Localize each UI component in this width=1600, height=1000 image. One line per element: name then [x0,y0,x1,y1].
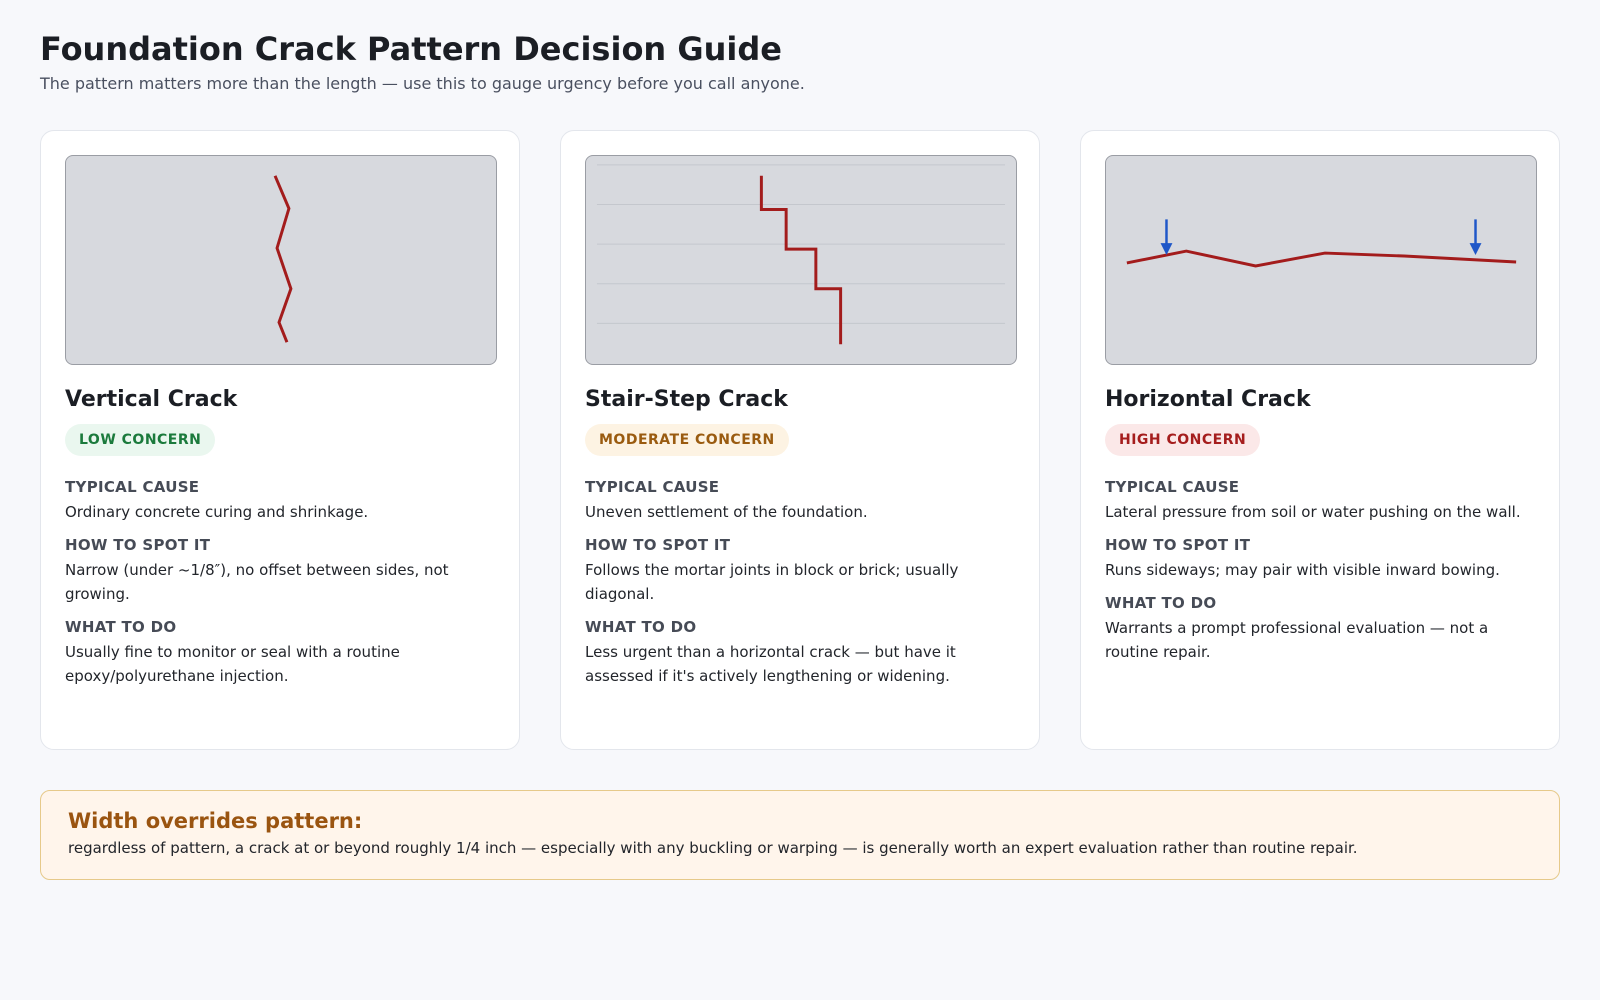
section-text: Narrow (under ~1/8″), no offset between … [65,561,449,603]
section-typical-cause: TYPICAL CAUSE Lateral pressure from soil… [1105,478,1535,524]
section-text: Usually fine to monitor or seal with a r… [65,643,400,685]
card-title: Stair-Step Crack [585,387,788,412]
section-label: HOW TO SPOT IT [1105,536,1251,554]
section-text: Ordinary concrete curing and shrinkage. [65,503,369,521]
page-title: Foundation Crack Pattern Decision Guide [40,30,782,68]
section-how-to-spot: HOW TO SPOT IT Follows the mortar joints… [585,536,1015,606]
crack-cards: Vertical Crack LOW CONCERN TYPICAL CAUSE… [40,130,1560,750]
card-horizontal-crack: Horizontal Crack HIGH CONCERN TYPICAL CA… [1080,130,1560,750]
section-typical-cause: TYPICAL CAUSE Ordinary concrete curing a… [65,478,495,524]
concern-badge: MODERATE CONCERN [585,424,789,456]
section-text: Uneven settlement of the foundation. [585,503,868,521]
section-label: TYPICAL CAUSE [585,478,720,496]
section-how-to-spot: HOW TO SPOT IT Runs sideways; may pair w… [1105,536,1535,582]
section-label: WHAT TO DO [65,618,177,636]
crack-line [273,175,293,343]
stair-step-crack-icon [585,155,1017,365]
width-callout: Width overrides pattern: regardless of p… [40,790,1560,880]
section-what-to-do: WHAT TO DO Warrants a prompt professiona… [1105,594,1535,664]
pressure-arrow-right-icon [1469,219,1482,256]
callout-title: Width overrides pattern: [68,809,363,833]
page-subtitle: The pattern matters more than the length… [40,74,805,93]
section-how-to-spot: HOW TO SPOT IT Narrow (under ~1/8″), no … [65,536,495,606]
section-label: WHAT TO DO [585,618,697,636]
section-typical-cause: TYPICAL CAUSE Uneven settlement of the f… [585,478,1015,524]
section-text: Warrants a prompt professional evaluatio… [1105,619,1489,661]
concern-badge: HIGH CONCERN [1105,424,1261,456]
section-label: TYPICAL CAUSE [1105,478,1240,496]
mortar-lines [596,164,1006,324]
callout-text: regardless of pattern, a crack at or bey… [68,839,1358,857]
section-text: Runs sideways; may pair with visible inw… [1105,561,1500,579]
section-label: HOW TO SPOT IT [65,536,211,554]
section-text: Less urgent than a horizontal crack — bu… [585,643,956,685]
vertical-crack-icon [65,155,497,365]
section-label: WHAT TO DO [1105,594,1217,612]
section-what-to-do: WHAT TO DO Less urgent than a horizontal… [585,618,1015,688]
card-vertical-crack: Vertical Crack LOW CONCERN TYPICAL CAUSE… [40,130,520,750]
crack-line [759,175,843,345]
horizontal-crack-icon [1105,155,1537,365]
card-stair-step-crack: Stair-Step Crack MODERATE CONCERN TYPICA… [560,130,1040,750]
card-title: Vertical Crack [65,387,238,412]
card-title: Horizontal Crack [1105,387,1311,412]
section-label: HOW TO SPOT IT [585,536,731,554]
section-text: Follows the mortar joints in block or br… [585,561,959,603]
section-label: TYPICAL CAUSE [65,478,200,496]
crack-line [1126,249,1517,268]
section-what-to-do: WHAT TO DO Usually fine to monitor or se… [65,618,495,688]
concern-badge: LOW CONCERN [65,424,216,456]
pressure-arrow-left-icon [1160,219,1173,256]
section-text: Lateral pressure from soil or water push… [1105,503,1521,521]
